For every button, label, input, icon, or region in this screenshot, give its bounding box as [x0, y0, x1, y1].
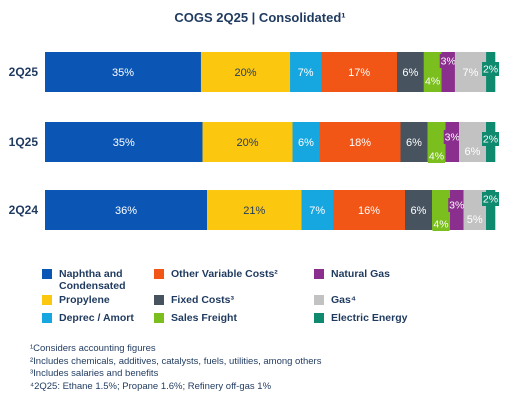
- bar-segment: [301, 190, 334, 230]
- bar-segment: [45, 190, 208, 230]
- legend-item: Gas⁴: [314, 294, 356, 306]
- category-label: 2Q25: [9, 65, 39, 79]
- bar-segment: [202, 122, 293, 162]
- legend-label: Other Variable Costs²: [171, 268, 278, 280]
- data-label: 16%: [358, 205, 380, 217]
- data-label-box: [482, 62, 500, 76]
- data-label-box: [432, 217, 450, 231]
- legend-swatch: [154, 313, 164, 323]
- data-label: 21%: [243, 205, 265, 217]
- bar-segment: [321, 52, 398, 92]
- footnote: ²Includes chemicals, additives, catalyst…: [30, 355, 322, 367]
- legend-swatch: [42, 269, 52, 279]
- bar-segment: [333, 190, 406, 230]
- legend-swatch: [314, 269, 324, 279]
- data-label: 17%: [348, 67, 370, 79]
- legend-label: Natural Gas: [331, 268, 390, 280]
- legend-item: Natural Gas: [314, 268, 390, 280]
- data-label: 18%: [349, 137, 371, 149]
- data-label-box: [443, 130, 461, 144]
- legend-item: Sales Freight: [154, 312, 237, 324]
- category-label: 2Q24: [9, 203, 39, 217]
- legend-item: Deprec / Amort: [42, 312, 134, 324]
- data-label: 2%: [483, 194, 498, 206]
- chart-legend: Naphtha and Condensated Other Variable Co…: [42, 268, 512, 332]
- stacked-bar-chart: 2Q25 35% 20% 7% 17% 6%4%3%7% 2%1Q25 35% 20% 6% 18%…: [9, 52, 500, 231]
- data-label: 20%: [234, 67, 256, 79]
- bar-segment: [45, 52, 202, 92]
- legend-label: Propylene: [59, 294, 110, 306]
- data-label: 4%: [433, 219, 448, 231]
- legend-item: Electric Energy: [314, 312, 407, 324]
- data-label: 7%: [298, 67, 314, 79]
- legend-label: Sales Freight: [171, 312, 237, 324]
- category-label: 1Q25: [9, 135, 39, 149]
- data-label: 20%: [236, 137, 258, 149]
- data-label: 3%: [441, 56, 456, 68]
- bar-segment: [405, 190, 433, 230]
- data-label: 6%: [298, 137, 314, 149]
- data-label: 7%: [463, 67, 479, 79]
- bar-segment: [486, 190, 496, 230]
- legend-label: Fixed Costs³: [171, 294, 235, 306]
- bar-segment: [290, 52, 322, 92]
- legend-item: Fixed Costs³: [154, 294, 234, 306]
- bar-segment: [454, 52, 487, 92]
- data-label: 3%: [445, 132, 460, 144]
- data-label: 7%: [309, 205, 325, 217]
- data-label: 36%: [115, 205, 137, 217]
- data-label: 6%: [402, 67, 418, 79]
- data-label: 5%: [467, 214, 483, 226]
- bar-segment: [200, 52, 291, 92]
- legend-swatch: [314, 295, 324, 305]
- legend-label: Naphtha and Condensated: [59, 268, 126, 292]
- bar-segment: [396, 52, 425, 92]
- chart-title: COGS 2Q25 | Consolidated¹: [174, 10, 346, 25]
- data-label-box: [482, 192, 499, 206]
- legend-swatch: [314, 313, 324, 323]
- data-label: 6%: [406, 137, 422, 149]
- bar-segment: [400, 122, 428, 162]
- legend-label: Deprec / Amort: [59, 312, 134, 324]
- bar-segment: [207, 190, 302, 230]
- data-label: 35%: [112, 67, 134, 79]
- bar-segment: [463, 190, 487, 230]
- data-label-box: [448, 198, 466, 212]
- legend-swatch: [154, 295, 164, 305]
- legend-label: Gas⁴: [331, 294, 357, 306]
- data-label: 2%: [483, 134, 498, 146]
- data-label: 3%: [449, 200, 464, 212]
- data-label-box: [428, 149, 445, 163]
- legend-swatch: [42, 313, 52, 323]
- data-label-box: [482, 132, 499, 146]
- legend-item: Other Variable Costs²: [154, 268, 278, 280]
- data-label: 35%: [113, 137, 135, 149]
- data-label: 2%: [483, 64, 498, 76]
- legend-swatch: [42, 295, 52, 305]
- bar-segment: [292, 122, 320, 162]
- footnotes: ¹Considers accounting figures ²Includes c…: [30, 343, 510, 393]
- data-label-box: [439, 54, 457, 68]
- data-label: 4%: [425, 76, 440, 88]
- data-label-box: [424, 74, 442, 88]
- footnote: ¹Considers accounting figures: [30, 343, 156, 354]
- bar-segment: [459, 122, 487, 162]
- data-label: 4%: [429, 151, 444, 163]
- legend-swatch: [154, 269, 164, 279]
- legend-item: Naphtha and Condensated: [42, 268, 142, 292]
- data-label: 6%: [465, 146, 481, 158]
- footnote: ⁴2Q25: Ethane 1.5%; Propane 1.6%; Refine…: [30, 380, 272, 392]
- legend-label: Electric Energy: [331, 312, 408, 324]
- footnote: ³Includes salaries and benefits: [30, 368, 159, 379]
- legend-item: Propylene: [42, 294, 110, 306]
- data-label: 6%: [411, 205, 427, 217]
- bar-segment: [319, 122, 401, 162]
- bar-segment: [45, 122, 203, 162]
